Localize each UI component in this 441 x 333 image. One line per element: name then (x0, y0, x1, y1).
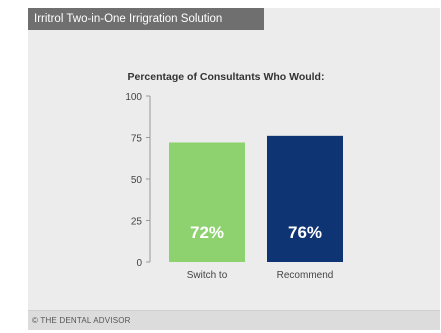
y-tick-label: 0 (136, 258, 142, 269)
bar-chart: Percentage of Consultants Who Would: 0 25… (125, 71, 343, 281)
y-tick-label: 75 (131, 134, 143, 145)
bar-switch-to (169, 142, 245, 262)
y-tick-label: 25 (131, 217, 143, 228)
chart-title: Percentage of Consultants Who Would: (128, 71, 325, 83)
bar-data-label: 72% (190, 223, 224, 242)
bar-recommend (267, 135, 343, 262)
copyright-footer: © THE DENTAL ADVISOR (28, 310, 440, 330)
y-tick-label: 50 (131, 175, 143, 186)
category-label: Recommend (277, 270, 334, 281)
category-label: Switch to (187, 270, 228, 281)
card-header-title: Irritrol Two-in-One Irrigration Solution (28, 8, 264, 30)
chart-card: Irritrol Two-in-One Irrigration Solution… (28, 8, 440, 330)
y-tick-label: 100 (125, 92, 142, 103)
bar-data-label: 76% (288, 223, 322, 242)
